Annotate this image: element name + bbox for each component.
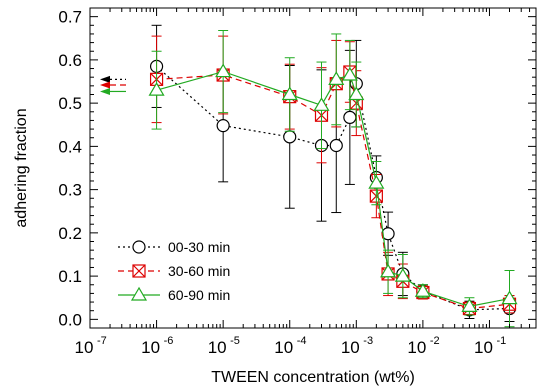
data-point [215,63,232,78]
x-tick-label: 10 [208,338,227,357]
x-tick-exponent: -2 [430,335,440,347]
data-point [281,86,298,101]
y-axis-title: adhering fraction [13,108,30,227]
y-tick-label: 0.3 [58,181,82,200]
y-tick-label: 0.2 [58,224,82,243]
x-tick-label: 10 [407,338,426,357]
data-point [341,66,358,81]
series-2 [100,35,517,316]
data-point [380,263,397,278]
marker-cross [132,264,146,278]
legend-label: 60-90 min [168,287,230,303]
x-tick-exponent: -5 [230,335,240,347]
y-tick-label: 0.6 [58,51,82,70]
data-point [148,81,165,96]
axes: 0.00.10.20.30.40.50.60.710 -7 10 -6 10 -5 10 -4… [58,7,537,357]
control-arrow-head [100,81,110,89]
y-tick-label: 0.5 [58,94,82,113]
legend-marker [132,264,146,278]
data-point [368,174,385,189]
y-tick-label: 0.1 [58,267,82,286]
x-tick-label: 10 [75,338,94,357]
data-point [394,267,411,282]
data-point [328,71,345,85]
x-tick-label: 10 [274,338,293,357]
data-point [348,86,365,101]
x-tick-exponent: -6 [164,335,174,347]
legend-label: 30-60 min [168,263,230,279]
data-point [329,138,343,153]
legend: 00-30 min 30-60 min 60-90 min [118,239,230,303]
data-point [414,283,431,297]
data-point [283,130,297,144]
legend-entry-1: 00-30 min [118,239,230,255]
series-3 [100,29,518,328]
data-point [313,97,330,111]
y-tick-label: 0.4 [58,137,82,156]
x-tick-exponent: -3 [363,335,373,347]
data-point [216,119,230,133]
y-tick-label: 0.0 [58,310,82,329]
x-axis-title: TWEEN concentration (wt%) [211,369,415,386]
x-tick-label: 10 [474,338,493,357]
data-point [501,290,518,305]
legend-marker [132,240,146,254]
y-tick-label: 0.7 [58,8,82,27]
legend-entry-2: 30-60 min [118,263,230,279]
series-1 [100,24,517,323]
x-tick-exponent: -4 [297,335,307,347]
x-tick-exponent: -7 [97,335,107,347]
control-arrow-head [100,75,110,83]
x-tick-label: 10 [141,338,160,357]
legend-entry-3: 60-90 min [118,286,230,303]
plot-frame [89,7,537,329]
data-point [461,298,478,312]
x-tick-label: 10 [341,338,360,357]
legend-marker [130,286,148,301]
control-arrow-head [100,87,110,95]
data-point [343,110,357,125]
x-tick-exponent: -1 [496,335,506,347]
legend-label: 00-30 min [168,239,230,255]
series-layer [100,24,518,328]
